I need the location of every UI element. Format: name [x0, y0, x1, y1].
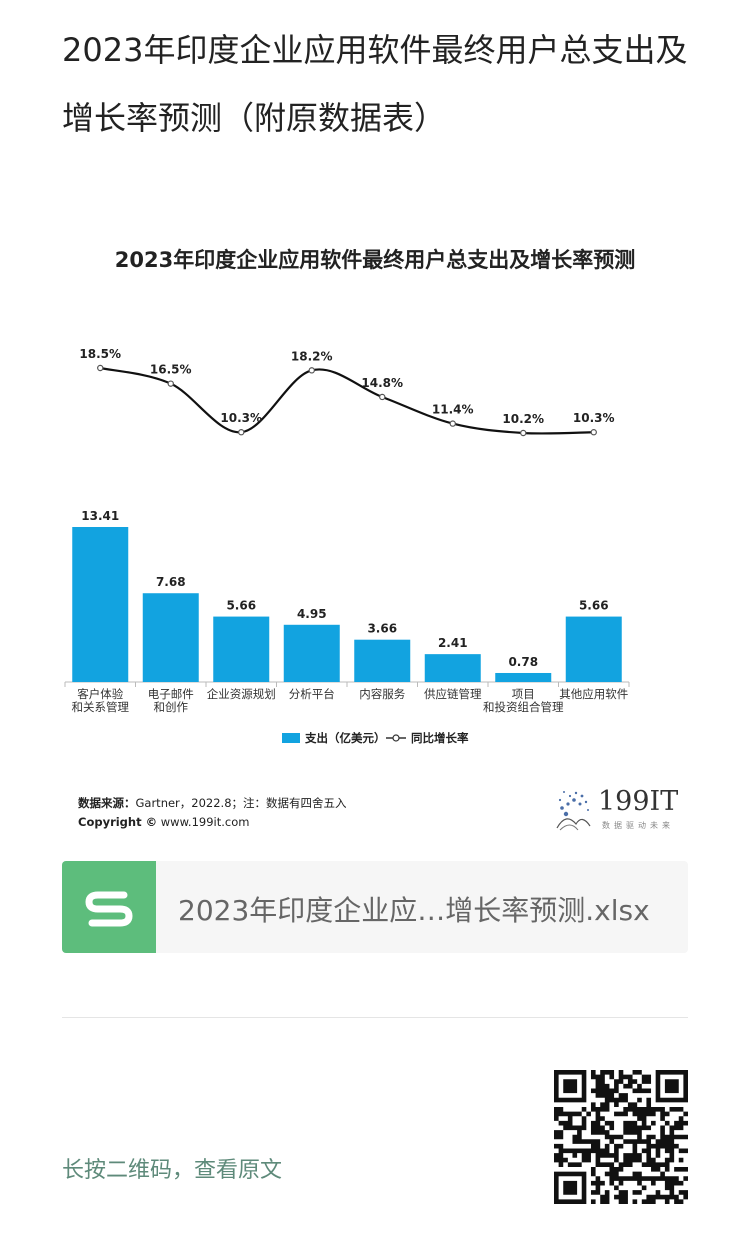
bar-value-label: 13.41 [81, 509, 119, 523]
growth-rate-line [100, 366, 594, 435]
growth-rate-label: 18.2% [291, 349, 333, 363]
file-attachment-card[interactable]: 2023年印度企业应…增长率预测.xlsx [62, 861, 688, 953]
growth-rate-label: 11.4% [432, 403, 474, 417]
bar-value-label: 5.66 [226, 599, 256, 613]
category-label: 其他应用软件 [559, 687, 628, 701]
legend-bar-swatch [282, 733, 300, 743]
growth-rate-label: 14.8% [361, 376, 403, 390]
category-label: 企业资源规划 [207, 687, 276, 701]
category-label: 和投资组合管理 [483, 700, 564, 714]
legend-line-label: 同比增长率 [411, 731, 469, 745]
category-label: 供应链管理 [424, 687, 482, 701]
bar-6 [424, 654, 481, 682]
bar-8 [565, 616, 622, 682]
growth-rate-label: 18.5% [79, 347, 121, 361]
copyright-line: Copyright © www.199it.com [78, 815, 249, 829]
qr-code-icon[interactable] [554, 1070, 688, 1204]
growth-rate-point [308, 367, 315, 374]
bar-5 [354, 639, 411, 682]
growth-rate-label: 10.2% [502, 412, 544, 426]
bar-3 [213, 616, 270, 682]
bar-7 [495, 672, 552, 682]
bar-value-label: 2.41 [438, 636, 468, 650]
article-title: 2023年印度企业应用软件最终用户总支出及增长率预测（附原数据表） [62, 31, 688, 137]
category-label: 客户体验 [77, 687, 123, 701]
copyright-text: www.199it.com [157, 815, 250, 829]
growth-rate-point [379, 393, 386, 401]
legend-bar-label: 支出（亿美元） [304, 731, 386, 745]
category-label: 和创作 [154, 700, 189, 714]
logo-tagline: 数据驱动未来 [602, 821, 674, 830]
source-label: 数据来源： [78, 796, 136, 810]
long-press-text: 长按二维码，查看原文 [62, 1158, 283, 1183]
growth-rate-label: 10.3% [573, 411, 615, 425]
legend-line-marker [392, 734, 400, 742]
growth-rate-point [238, 429, 245, 436]
source-line: 数据来源：Gartner，2022.8；注：数据有四舍五入 [78, 795, 347, 811]
category-label: 内容服务 [359, 687, 405, 701]
logo-brand: 199IT [598, 786, 679, 817]
growth-rate-point [167, 380, 174, 387]
growth-rate-point [97, 364, 104, 372]
growth-rate-label: 10.3% [220, 411, 262, 425]
file-name: 2023年印度企业应…增长率预测.xlsx [178, 894, 650, 927]
growth-rate-point [449, 420, 456, 427]
bar-value-label: 5.66 [579, 599, 609, 613]
chart-plot: 13.41 7.68 5.66 4.95 3.66 2.41 0.78 5.66 客户体验和关系… [64, 347, 630, 745]
category-label: 项目 [512, 687, 535, 701]
category-label: 电子邮件 [148, 687, 194, 701]
category-label: 分析平台 [289, 687, 335, 701]
199it-logo: 199IT 数据驱动未来 [552, 784, 682, 834]
bar-value-label: 3.66 [367, 622, 397, 636]
divider [62, 1017, 688, 1018]
bar-value-label: 4.95 [297, 607, 327, 621]
bar-1 [72, 527, 129, 682]
growth-rate-label: 16.5% [150, 363, 192, 377]
spreadsheet-s-icon [62, 861, 156, 953]
growth-rate-point [520, 429, 527, 437]
bar-value-label: 0.78 [508, 655, 538, 669]
source-text: Gartner，2022.8；注：数据有四舍五入 [135, 796, 347, 810]
bar-2 [142, 593, 199, 682]
chart-title: 2023年印度企业应用软件最终用户总支出及增长率预测 [114, 248, 636, 272]
copyright-label: Copyright © [78, 815, 158, 829]
chart-image[interactable]: 2023年印度企业应用软件最终用户总支出及增长率预测 13.41 7.68 5.66… [62, 228, 688, 840]
bar-value-label: 7.68 [156, 575, 186, 589]
growth-rate-point [590, 429, 597, 436]
category-label: 和关系管理 [72, 700, 130, 714]
bar-4 [283, 624, 340, 682]
logo-dandelion-icon [556, 791, 591, 831]
